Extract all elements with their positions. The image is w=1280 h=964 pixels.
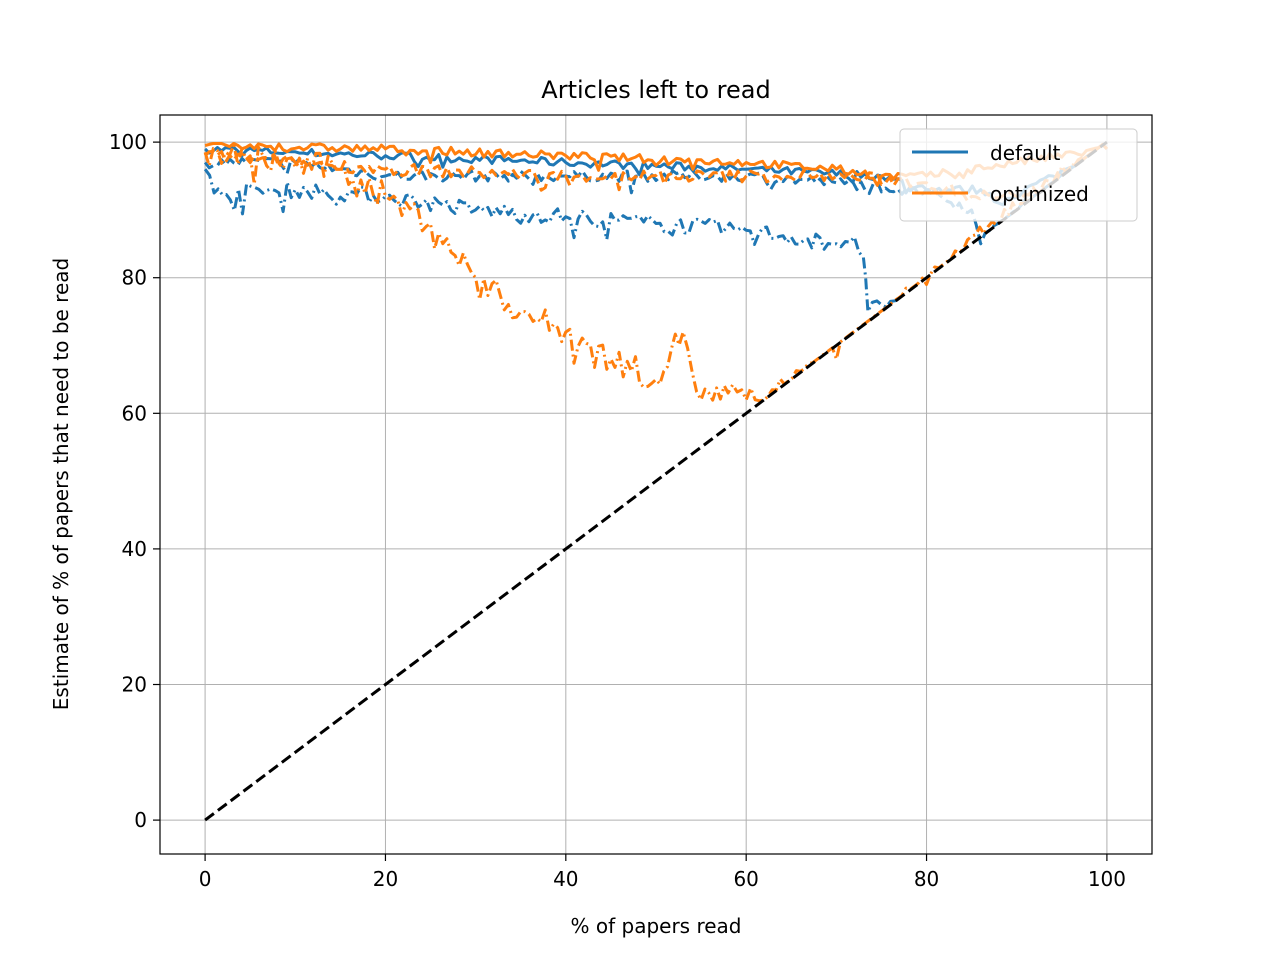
y-tick-label: 100 <box>109 130 147 154</box>
y-axis-label: Estimate of % of papers that need to be … <box>49 258 73 710</box>
series-line-optimized-dashed <box>204 143 1108 203</box>
y-tick-label: 80 <box>122 266 147 290</box>
series-line-reference-dashed <box>204 140 1108 822</box>
axis-ticks: 0 20 40 60 80 100 0 20 40 60 80 100 <box>109 130 1126 891</box>
x-tick-label: 0 <box>199 867 212 891</box>
x-tick-label: 20 <box>373 867 398 891</box>
x-tick-label: 40 <box>553 867 578 891</box>
y-tick-label: 0 <box>134 808 147 832</box>
legend-label-default: default <box>990 141 1061 165</box>
series-line-optimized-dashdot <box>203 143 1108 403</box>
x-axis-label: % of papers read <box>571 914 742 938</box>
plot-frame <box>159 114 1153 855</box>
grid <box>160 115 1152 854</box>
legend: default optimized <box>899 128 1138 222</box>
series-line-default-dashed <box>203 143 1108 246</box>
series-line-default-dashdot <box>203 168 901 314</box>
legend-label-optimized: optimized <box>990 182 1089 206</box>
x-tick-label: 100 <box>1088 867 1126 891</box>
x-tick-label: 80 <box>914 867 939 891</box>
chart-title: Articles left to read <box>541 76 770 104</box>
y-tick-label: 40 <box>122 537 147 561</box>
x-tick-label: 60 <box>733 867 758 891</box>
y-tick-label: 20 <box>122 673 147 697</box>
y-tick-label: 60 <box>122 401 147 425</box>
